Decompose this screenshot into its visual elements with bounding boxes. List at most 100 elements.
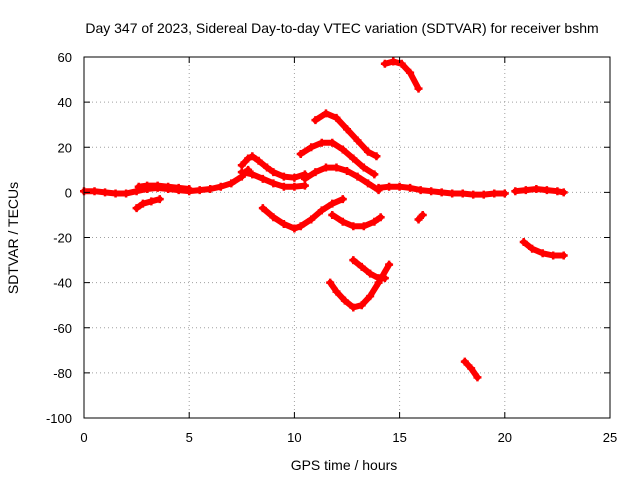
data-point	[418, 210, 427, 219]
data-point	[343, 125, 351, 134]
data-point	[385, 260, 394, 269]
data-point	[328, 199, 337, 208]
x-tick-label: 5	[186, 430, 193, 445]
data-point	[490, 189, 499, 198]
data-point	[134, 182, 143, 191]
axis-ticks: 0 5 10 15 20 25 -100 -80 -60 -40 -20 0 20 40 60	[46, 50, 617, 445]
x-tick-label: 0	[80, 430, 87, 445]
data-point	[307, 143, 316, 152]
data-point	[328, 210, 337, 219]
data-point	[132, 204, 141, 213]
data-point	[153, 181, 162, 190]
data-point	[326, 278, 335, 287]
data-point	[185, 184, 194, 193]
x-tick-label: 10	[287, 430, 301, 445]
series-arc-short	[414, 210, 427, 224]
y-tick-label: 60	[58, 50, 72, 65]
x-tick-label: 15	[392, 430, 406, 445]
plot-frame	[83, 56, 611, 419]
data-point	[290, 182, 299, 191]
data-point	[290, 224, 299, 233]
data-point	[227, 179, 236, 188]
data-point	[406, 68, 415, 77]
data-point	[237, 168, 246, 177]
series-arc-dip	[258, 195, 347, 233]
y-tick-label: 40	[58, 95, 72, 110]
data-point	[311, 116, 320, 125]
data-point	[311, 168, 320, 177]
data-point	[279, 172, 288, 181]
data-point	[155, 195, 164, 204]
data-point	[370, 217, 379, 226]
series-baseline-4	[511, 184, 568, 197]
data-point	[111, 189, 120, 198]
data-point	[349, 303, 358, 312]
data-point	[559, 251, 568, 260]
data-point	[340, 296, 349, 305]
chart-title: Day 347 of 2023, Sidereal Day-to-day VTE…	[85, 20, 598, 36]
data-point	[389, 57, 398, 66]
data-point	[376, 213, 385, 222]
series-trace	[327, 261, 393, 311]
series-arc-8h-hump	[237, 152, 309, 182]
data-point	[357, 262, 366, 271]
data-point	[406, 183, 415, 192]
data-point	[414, 215, 423, 224]
y-tick-label: -60	[53, 321, 72, 336]
data-point	[366, 269, 375, 278]
data-point	[90, 187, 99, 196]
data-point	[437, 188, 446, 197]
y-axis-label: SDTVAR / TECUs	[5, 182, 21, 294]
data-point	[500, 189, 509, 198]
data-point	[279, 219, 288, 228]
data-point	[258, 204, 267, 213]
data-point	[122, 189, 131, 198]
data-point	[385, 182, 394, 191]
data-point	[395, 182, 404, 191]
data-point	[511, 187, 520, 196]
data-point	[332, 287, 341, 296]
data-point	[300, 181, 309, 190]
y-tick-label: -80	[53, 366, 72, 381]
series-arc-deep-2	[349, 256, 389, 283]
data-point	[296, 150, 305, 159]
series-arc-peak	[380, 57, 423, 93]
series-arc-late	[519, 238, 568, 260]
series-arc-neg	[328, 210, 385, 231]
data-point	[364, 147, 373, 156]
data-point	[349, 256, 358, 265]
data-point	[359, 163, 368, 172]
data-point	[473, 373, 482, 382]
data-point	[427, 187, 436, 196]
data-point	[353, 172, 362, 181]
data-point	[542, 186, 551, 195]
y-tick-label: -40	[53, 276, 72, 291]
data-point	[559, 188, 568, 197]
data-point	[538, 249, 547, 258]
data-point	[248, 152, 257, 161]
data-point	[300, 174, 309, 183]
data-point	[332, 163, 341, 172]
data-point	[467, 364, 476, 373]
data-point	[263, 163, 272, 172]
data-point	[448, 189, 457, 198]
data-point	[174, 183, 183, 192]
data-point	[269, 179, 278, 188]
data-point	[397, 59, 406, 68]
series-arc-mid-low	[300, 163, 383, 195]
data-point	[143, 181, 152, 190]
data-point	[519, 238, 528, 247]
y-tick-label: -100	[46, 411, 72, 426]
data-point	[279, 182, 288, 191]
data-point	[216, 182, 225, 191]
data-point	[349, 154, 358, 163]
data-point	[317, 138, 326, 147]
data-point	[460, 357, 469, 366]
data-series	[80, 57, 568, 382]
data-point	[370, 170, 379, 179]
data-point	[290, 173, 299, 182]
data-point	[338, 217, 347, 226]
x-tick-label: 20	[498, 430, 512, 445]
data-point	[380, 274, 389, 283]
